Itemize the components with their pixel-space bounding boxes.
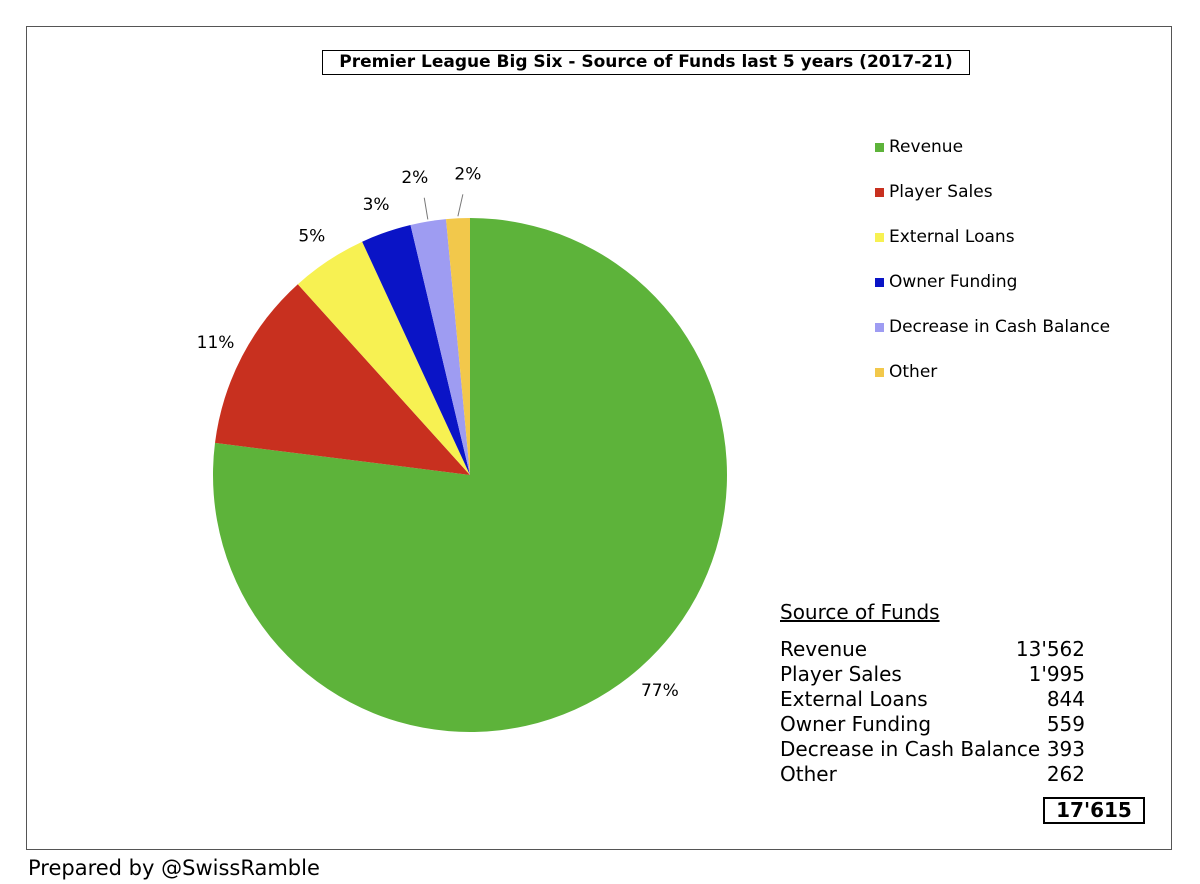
pie-slice-player-sales — [215, 284, 470, 475]
legend-label: Revenue — [889, 137, 964, 157]
pie-slice-revenue — [213, 218, 728, 733]
table-row: External Loans 844 — [780, 687, 1140, 712]
row-value: 1'995 — [1028, 662, 1085, 686]
row-label: Player Sales — [780, 662, 902, 686]
total-value: 17'615 — [1043, 797, 1145, 824]
data-label: 2% — [454, 164, 481, 184]
pie-slice-decrease-in-cash-balance — [410, 219, 470, 475]
data-label: 11% — [197, 333, 235, 353]
table-row: Owner Funding 559 — [780, 712, 1140, 737]
row-label: External Loans — [780, 687, 928, 711]
legend-label: Other — [889, 362, 938, 382]
table-row: Other 262 — [780, 762, 1140, 787]
row-label: Other — [780, 762, 837, 786]
pie-slice-owner-funding — [362, 224, 470, 475]
data-label: 77% — [641, 681, 679, 701]
pie-slice-external-loans — [297, 241, 470, 475]
row-value: 393 — [1046, 737, 1085, 761]
label-leader-line — [457, 194, 464, 217]
legend-label: Player Sales — [889, 182, 993, 202]
data-label: 2% — [401, 168, 428, 188]
table-row: Decrease in Cash Balance 393 — [780, 737, 1140, 762]
legend-swatch — [875, 188, 884, 197]
legend-label: External Loans — [889, 227, 1015, 247]
legend-swatch — [875, 233, 884, 242]
table-row: Revenue 13'562 — [780, 637, 1140, 662]
legend-swatch — [875, 323, 884, 332]
row-value: 13'562 — [1015, 637, 1085, 661]
row-value: 844 — [1046, 687, 1085, 711]
data-label: 5% — [298, 226, 325, 246]
row-value: 559 — [1046, 712, 1085, 736]
funds-table: Revenue 13'562 Player Sales 1'995 External L… — [780, 637, 1140, 787]
legend-swatch — [875, 368, 884, 377]
table-title: Source of Funds — [780, 600, 940, 624]
legend-swatch — [875, 278, 884, 287]
footer-credit: Prepared by @SwissRamble — [28, 856, 320, 880]
pie-slice-other — [446, 218, 470, 475]
label-leader-line — [423, 197, 429, 220]
row-label: Owner Funding — [780, 712, 932, 736]
row-value: 262 — [1046, 762, 1085, 786]
table-row: Player Sales 1'995 — [780, 662, 1140, 687]
data-label: 3% — [363, 195, 390, 215]
legend-swatch — [875, 143, 884, 152]
chart-title: Premier League Big Six - Source of Funds… — [322, 50, 970, 75]
row-label: Decrease in Cash Balance — [780, 737, 1041, 761]
legend-label: Owner Funding — [889, 272, 1018, 292]
row-label: Revenue — [780, 637, 868, 661]
legend-label: Decrease in Cash Balance — [889, 317, 1111, 337]
